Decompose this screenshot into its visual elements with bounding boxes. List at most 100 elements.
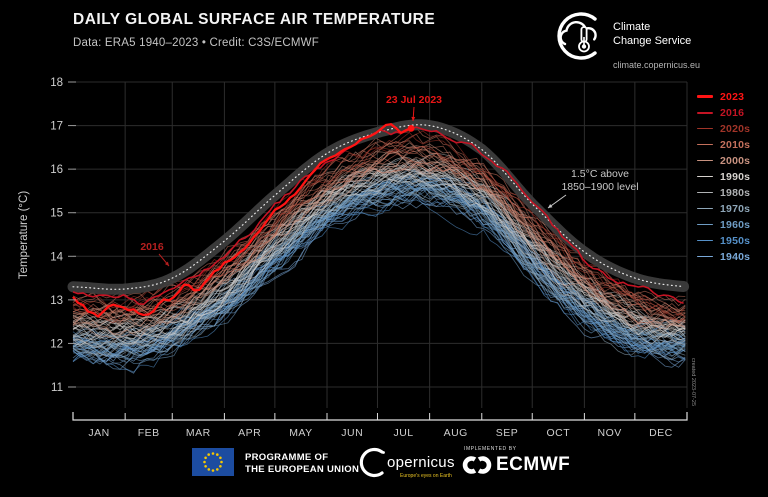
- annotation-peak-date: 23 Jul 2023: [386, 94, 442, 106]
- ecmwf-logo: IMPLEMENTED BY ECMWF: [462, 446, 570, 476]
- legend-label: 1950s: [720, 234, 751, 247]
- page-subtitle: Data: ERA5 1940–2023 • Credit: C3S/ECMWF: [73, 37, 319, 49]
- eu-star: [203, 460, 206, 464]
- x-axis-line: [72, 412, 688, 421]
- series-2023: [72, 123, 412, 318]
- legend-swatch: [697, 256, 713, 257]
- legend-label: 2016: [720, 106, 745, 119]
- legend-label: 2023: [720, 90, 745, 103]
- eu-programme-line2: THE EUROPEAN UNION: [245, 464, 360, 475]
- year-line-2010s: [72, 133, 686, 311]
- year-line-2000s: [72, 154, 686, 329]
- legend-swatch: [697, 240, 713, 241]
- legend-item-1950s: 1950s: [697, 234, 751, 247]
- created-watermark: created 2023-07-25: [690, 358, 696, 406]
- eu-star: [207, 468, 211, 471]
- ecmwf-wordmark: ECMWF: [496, 454, 571, 475]
- legend-item-1990s: 1990s: [697, 170, 751, 183]
- chart-legend: 2023 2016 2020s 2010s 2000s 1990s 1980s 1970s 19…: [697, 90, 751, 263]
- legend-item-1960s: 1960s: [697, 218, 751, 231]
- legend-swatch: [697, 111, 713, 114]
- eu-star: [219, 465, 222, 468]
- year-line-1940s: [72, 179, 686, 363]
- year-line-2000s: [72, 147, 686, 330]
- eu-programme-label: PROGRAMME OF THE EUROPEAN UNION: [245, 452, 359, 476]
- month-label: SEP: [496, 427, 519, 439]
- c3s-branding: Climate Change Service climate.copernicu…: [551, 6, 700, 72]
- year-line-1990s: [72, 166, 686, 340]
- c3s-name-line1: Climate: [613, 21, 651, 33]
- month-label: MAY: [289, 427, 312, 439]
- legend-swatch: [697, 128, 713, 129]
- year-line-2000s: [72, 162, 686, 328]
- y-tick-label: 16: [50, 164, 63, 176]
- month-label: NOV: [597, 427, 621, 439]
- legend-label: 1940s: [720, 250, 751, 263]
- legend-swatch: [697, 192, 713, 193]
- year-line-1940s: [72, 177, 686, 357]
- month-label: AUG: [444, 427, 468, 439]
- y-tick-label: 13: [50, 295, 63, 307]
- annotation-arrowhead: [548, 204, 553, 208]
- month-label: DEC: [649, 427, 673, 439]
- legend-label: 1960s: [720, 218, 751, 231]
- legend-label: 1990s: [720, 170, 751, 183]
- eu-star: [207, 453, 210, 456]
- annotation-arrowhead: [411, 116, 416, 121]
- series-2023-end-dot: [407, 124, 415, 132]
- legend-swatch: [697, 208, 713, 209]
- legend-swatch: [697, 224, 713, 225]
- month-label: FEB: [138, 427, 160, 439]
- copernicus-wordmark: opernicus: [387, 454, 455, 471]
- implemented-by-label: IMPLEMENTED BY: [464, 446, 517, 452]
- year-line-2000s: [72, 161, 686, 339]
- legend-item-2000s: 2000s: [697, 155, 750, 167]
- month-label: JUL: [393, 427, 413, 439]
- legend-item-2010s: 2010s: [697, 139, 750, 151]
- year-line-2000s: [72, 143, 686, 321]
- annotation-arrowhead: [164, 261, 169, 266]
- year-line-1950s: [72, 181, 686, 358]
- legend-item-2016: 2016: [697, 106, 750, 119]
- annotation-year-2016: 2016: [140, 241, 164, 253]
- year-line-2010s: [72, 160, 686, 324]
- ecmwf-icon: [462, 456, 492, 474]
- y-tick-label: 11: [51, 382, 63, 394]
- annotation-threshold-label: 1.5°C above 1850–1900 level: [561, 168, 638, 193]
- month-label: APR: [238, 427, 261, 439]
- y-tick-label: 17: [50, 121, 63, 133]
- page-title: DAILY GLOBAL SURFACE AIR TEMPERATURE: [73, 11, 436, 28]
- eu-star: [204, 465, 207, 468]
- legend-item-1970s: 1970s: [697, 203, 750, 215]
- copernicus-tagline: Europe's eyes on Earth: [400, 473, 452, 479]
- c3s-name-line2: Change Service: [613, 35, 692, 47]
- eu-programme-line1: PROGRAMME OF: [245, 452, 329, 463]
- y-tick-label: 12: [50, 338, 63, 350]
- legend-item-2023: 2023: [697, 90, 750, 103]
- legend-item-1980s: 1980s: [697, 187, 750, 199]
- annotations: 23 Jul 2023 2016 1.5°C above 1850–1900 leve…: [140, 94, 639, 267]
- eu-flag: [192, 448, 234, 476]
- legend-item-2020s: 2020s: [697, 123, 750, 135]
- year-line-1950s: [72, 187, 686, 363]
- year-line-2010s: [72, 142, 686, 317]
- month-label: MAR: [186, 427, 211, 439]
- eu-star: [211, 452, 215, 455]
- highlight-series: [72, 123, 684, 318]
- footer: PROGRAMME OF THE EUROPEAN UNION opernicu…: [0, 443, 768, 497]
- copernicus-c-icon: [359, 447, 385, 478]
- eu-star: [220, 460, 223, 464]
- y-tick-label: 14: [50, 251, 63, 263]
- legend-swatch: [697, 160, 713, 161]
- legend-swatch: [697, 144, 713, 145]
- copernicus-logo: opernicus Europe's eyes on Earth: [356, 445, 455, 479]
- y-tick-label: 15: [50, 208, 63, 220]
- year-line-1960s: [72, 182, 686, 364]
- y-axis-title: Temperature (°C): [18, 191, 30, 279]
- month-label: JUN: [341, 427, 363, 439]
- month-label: OCT: [546, 427, 570, 439]
- year-line-1960s: [72, 181, 686, 358]
- gridlines: [73, 81, 688, 408]
